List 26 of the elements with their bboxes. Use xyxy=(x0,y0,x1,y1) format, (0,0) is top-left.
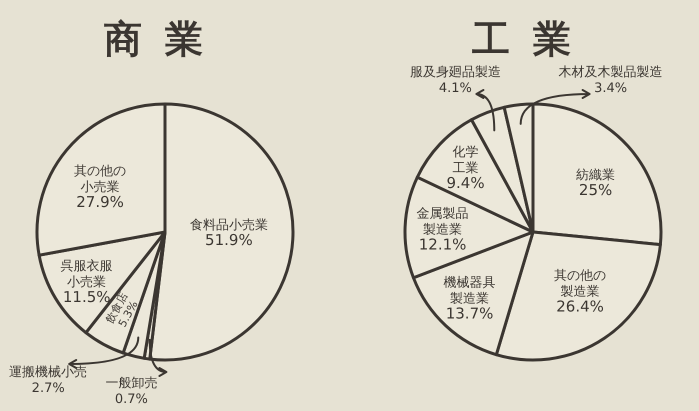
data-label: 13.7% xyxy=(446,304,494,322)
slice-label: 其の他の製造業 xyxy=(554,268,606,300)
chart-title: 商業 xyxy=(104,16,226,61)
data-label: 2.7% xyxy=(32,381,65,396)
data-label: 11.5% xyxy=(62,288,111,306)
data-label: 25% xyxy=(578,181,612,199)
data-label: 9.4% xyxy=(446,174,485,192)
slice-label: 化学工業 xyxy=(452,145,479,176)
slice-label: 呉服衣服小売業 xyxy=(60,259,113,290)
data-label: 51.9% xyxy=(205,231,253,249)
slice-label: 木材及木製品製造 xyxy=(558,65,663,80)
slice-label: 一般卸売 xyxy=(105,376,158,391)
data-label: 0.7% xyxy=(114,392,148,407)
data-label: 26.4% xyxy=(556,298,604,316)
data-label: 12.1% xyxy=(418,236,466,254)
slice-label: 其の他の小売業 xyxy=(74,164,126,195)
slice-label: 機械器具製造業 xyxy=(444,276,496,306)
slice-label: 紡織業 xyxy=(576,168,616,183)
legend-label: 運搬機械小売 xyxy=(9,365,88,380)
slice-label: 食料品小売業 xyxy=(190,218,268,233)
data-label: 27.9% xyxy=(76,193,124,211)
slice-label: 服及身廻品製造 xyxy=(410,65,501,80)
chart-title: 工業 xyxy=(472,16,594,61)
data-label: 4.1% xyxy=(438,81,472,96)
slice-label: 金属製品製造業 xyxy=(416,206,469,238)
data-label: 3.4% xyxy=(594,81,628,96)
